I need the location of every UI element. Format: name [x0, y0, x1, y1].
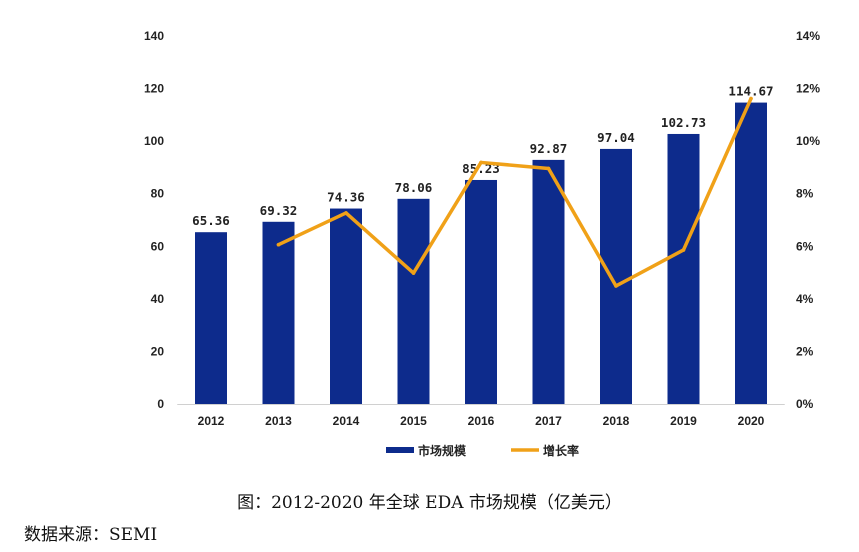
growth-point — [411, 271, 416, 275]
bar-value-label: 78.06 — [395, 180, 433, 195]
combo-chart: 0 20 40 60 80 100 120 140 0% 2% 4% 6% 8% 10% 12% 14% 6… — [144, 29, 820, 458]
right-tick-label: 10% — [796, 134, 820, 148]
growth-line-series — [276, 96, 753, 288]
bar — [465, 179, 497, 404]
data-source: 数据来源：SEMI — [24, 525, 158, 545]
right-tick-label: 6% — [796, 239, 814, 253]
bar-value-label: 92.87 — [530, 141, 568, 156]
bar-value-label: 114.67 — [728, 84, 773, 99]
legend-bar-swatch — [386, 447, 414, 453]
left-tick-label: 20 — [151, 344, 165, 358]
left-tick-label: 120 — [144, 82, 164, 96]
left-tick-label: 0 — [157, 397, 164, 411]
growth-point — [344, 211, 348, 215]
bar-value-label: 69.32 — [260, 203, 298, 218]
left-tick-label: 40 — [151, 292, 165, 306]
left-tick-label: 60 — [151, 239, 165, 253]
growth-point — [749, 96, 753, 101]
growth-line — [276, 96, 753, 288]
growth-point — [681, 248, 686, 252]
right-tick-label: 14% — [796, 29, 820, 43]
bar — [195, 232, 227, 404]
right-y-axis: 0% 2% 4% 6% 8% 10% 12% 14% — [796, 29, 820, 411]
left-tick-label: 140 — [144, 29, 164, 43]
x-tick-label: 2015 — [400, 414, 427, 428]
legend: 市场规模 增长率 — [386, 443, 579, 458]
figure-caption: 图：2012-2020 年全球 EDA 市场规模（亿美元） — [237, 493, 622, 513]
left-y-axis: 0 20 40 60 80 100 120 140 — [144, 29, 164, 411]
right-tick-label: 4% — [796, 292, 814, 306]
bar — [735, 102, 767, 404]
bar — [397, 198, 430, 404]
right-tick-label: 0% — [796, 397, 814, 411]
bar — [330, 208, 362, 404]
x-tick-label: 2019 — [670, 414, 697, 428]
bar-value-label: 102.73 — [661, 115, 706, 130]
right-tick-label: 12% — [796, 82, 820, 96]
bar — [262, 221, 295, 404]
bar — [600, 148, 632, 404]
growth-point — [614, 284, 618, 288]
x-tick-label: 2013 — [265, 414, 292, 428]
bar — [667, 133, 700, 404]
right-tick-label: 8% — [796, 187, 814, 201]
growth-point — [276, 242, 281, 247]
bar-value-label: 74.36 — [327, 190, 365, 205]
legend-line-label: 增长率 — [543, 443, 579, 458]
x-tick-label: 2014 — [333, 414, 360, 428]
bar-data-labels: 65.3669.3274.3678.0685.2392.8797.04102.7… — [192, 84, 773, 229]
bar-value-label: 65.36 — [192, 213, 230, 228]
x-tick-label: 2018 — [603, 414, 630, 428]
x-tick-label: 2016 — [468, 414, 495, 428]
growth-point — [479, 160, 483, 165]
x-tick-label: 2012 — [198, 414, 225, 428]
legend-bar-label: 市场规模 — [418, 443, 467, 458]
left-tick-label: 100 — [144, 134, 164, 148]
bar-series — [195, 102, 767, 404]
x-tick-label: 2017 — [535, 414, 562, 428]
left-tick-label: 80 — [151, 187, 165, 201]
growth-point — [546, 166, 551, 171]
right-tick-label: 2% — [796, 344, 814, 358]
x-tick-label: 2020 — [738, 414, 765, 428]
bar-value-label: 97.04 — [597, 130, 635, 145]
bar — [532, 159, 565, 404]
x-axis-categories: 2012 2013 2014 2015 2016 2017 2018 2019 2020 — [198, 414, 765, 428]
